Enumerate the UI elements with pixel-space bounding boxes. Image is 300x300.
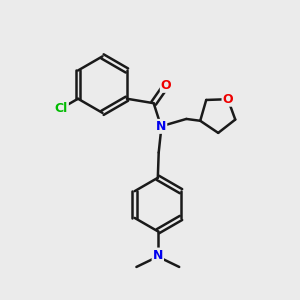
Text: N: N [156,120,166,133]
Text: O: O [223,93,233,106]
Text: Cl: Cl [55,102,68,115]
Text: O: O [161,79,171,92]
Text: N: N [153,249,163,262]
